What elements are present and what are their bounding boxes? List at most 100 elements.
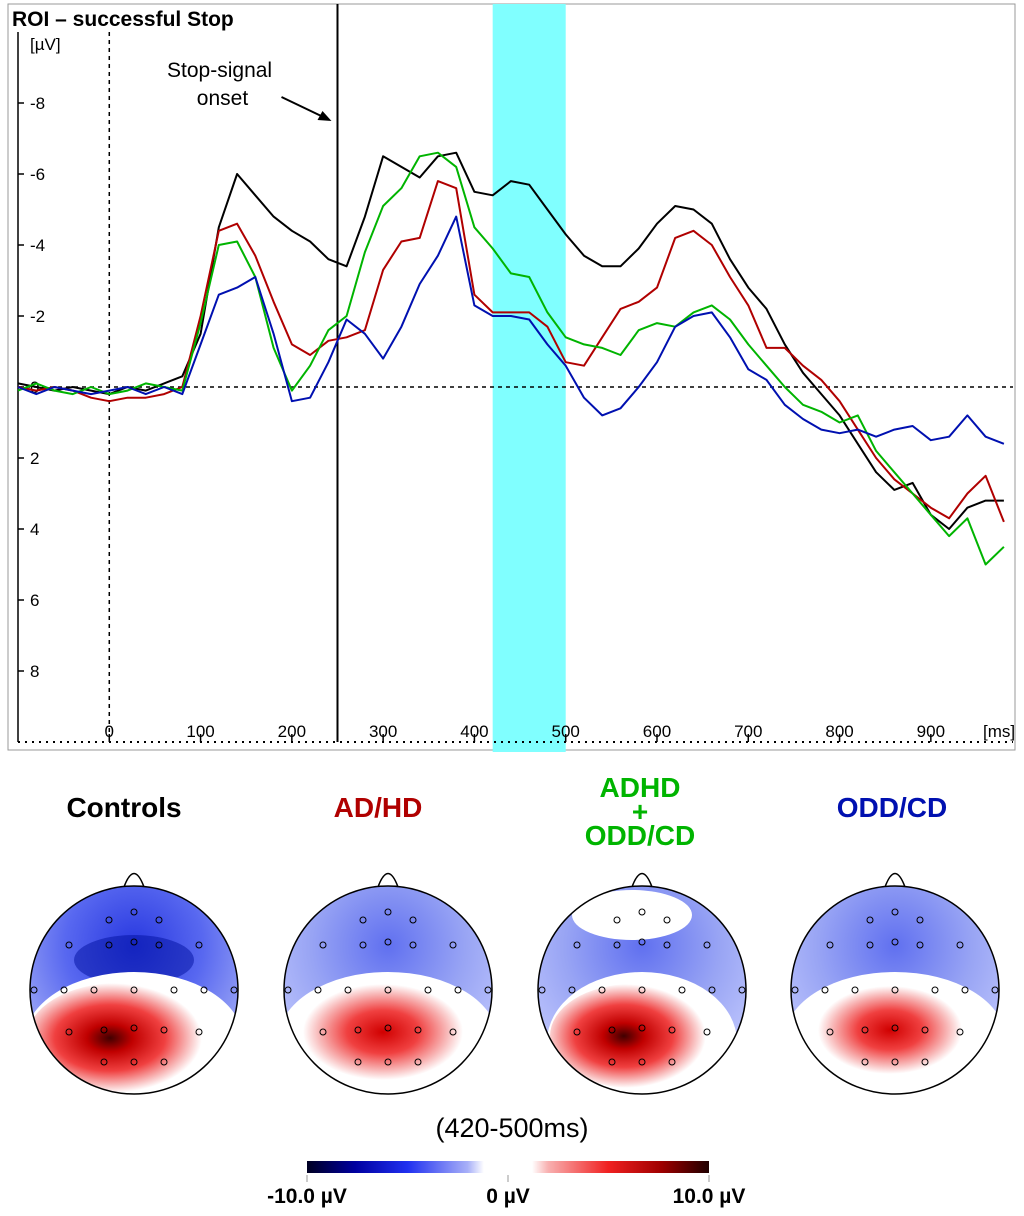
electrode — [130, 1058, 138, 1066]
chart-title: ROI – successful Stop — [12, 8, 234, 31]
topo-map — [283, 872, 493, 1095]
x-tick-label: 900 — [917, 722, 945, 741]
topo-map — [790, 872, 1000, 1095]
electrode — [384, 908, 392, 916]
electrode — [891, 1024, 899, 1032]
electrode — [60, 986, 68, 994]
electrode — [891, 1058, 899, 1066]
electrode — [384, 938, 392, 946]
electrode — [414, 1058, 422, 1066]
legend-entry: ADHD + ODD/CD — [584, 772, 696, 851]
electrode — [230, 986, 238, 994]
legend-entry: Controls — [66, 792, 182, 823]
electrode — [791, 986, 799, 994]
electrode — [638, 986, 646, 994]
electrode — [160, 1026, 168, 1034]
electrode — [344, 986, 352, 994]
y-tick-label: 8 — [30, 662, 39, 681]
electrode — [354, 1026, 362, 1034]
electrode — [105, 916, 113, 924]
electrode — [130, 1024, 138, 1032]
electrode — [703, 1028, 711, 1036]
y-tick-label: -6 — [30, 165, 45, 184]
electrode — [359, 941, 367, 949]
electrode — [105, 941, 113, 949]
electrode — [30, 986, 38, 994]
electrode — [961, 986, 969, 994]
x-tick-label: 600 — [643, 722, 671, 741]
colorbar — [307, 1161, 709, 1173]
electrode — [638, 1024, 646, 1032]
electrode — [851, 986, 859, 994]
electrode — [424, 986, 432, 994]
y-tick-label: -2 — [30, 307, 45, 326]
electrode — [921, 1026, 929, 1034]
y-tick-label: 6 — [30, 591, 39, 610]
electrode — [170, 986, 178, 994]
legend-entry: ODD/CD — [836, 792, 948, 823]
electrode — [130, 938, 138, 946]
electrode — [866, 916, 874, 924]
electrode — [638, 908, 646, 916]
electrode — [608, 1026, 616, 1034]
electrode — [608, 1058, 616, 1066]
annotation-arrowhead — [317, 111, 332, 121]
electrode — [200, 986, 208, 994]
electrode — [668, 1058, 676, 1066]
electrode — [409, 941, 417, 949]
electrode — [384, 1058, 392, 1066]
electrode — [284, 986, 292, 994]
annotation: Stop-signal onset — [167, 59, 278, 110]
electrode — [354, 1058, 362, 1066]
y-axis-label: [µV] — [30, 35, 61, 54]
electrode — [568, 986, 576, 994]
x-tick-label: 200 — [278, 722, 306, 741]
electrode — [861, 1026, 869, 1034]
electrode — [613, 941, 621, 949]
annotation-arrow — [281, 96, 328, 120]
electrode — [359, 916, 367, 924]
electrode — [826, 1028, 834, 1036]
electrode — [613, 916, 621, 924]
series-line — [17, 151, 1004, 530]
electrode — [454, 986, 462, 994]
electrode — [195, 1028, 203, 1036]
electrode — [538, 986, 546, 994]
electrode — [931, 986, 939, 994]
electrode — [195, 941, 203, 949]
electrode — [130, 986, 138, 994]
highlight-window — [492, 4, 566, 752]
topo-map — [537, 872, 747, 1095]
x-tick-label: 400 — [460, 722, 488, 741]
x-tick-label: 100 — [186, 722, 214, 741]
x-tick-label: 300 — [369, 722, 397, 741]
electrode — [573, 941, 581, 949]
electrode — [668, 1026, 676, 1034]
electrode — [991, 986, 999, 994]
electrode — [956, 941, 964, 949]
electrode — [319, 1028, 327, 1036]
electrode — [155, 916, 163, 924]
electrode — [703, 941, 711, 949]
colorbar-tick-label: 0 µV — [486, 1185, 530, 1208]
x-tick-label: 800 — [825, 722, 853, 741]
electrode — [738, 986, 746, 994]
y-tick-label: -8 — [30, 94, 45, 113]
y-tick-label: -4 — [30, 236, 45, 255]
electrode — [866, 941, 874, 949]
electrode — [891, 908, 899, 916]
electrode — [598, 986, 606, 994]
x-tick-label: 500 — [552, 722, 580, 741]
electrode — [414, 1026, 422, 1034]
topo-maps — [29, 872, 1000, 1095]
x-tick-label: 700 — [734, 722, 762, 741]
electrode — [891, 986, 899, 994]
electrode — [678, 986, 686, 994]
electrode — [638, 1058, 646, 1066]
electrode — [384, 1024, 392, 1032]
y-tick-label: 2 — [30, 449, 39, 468]
electrode — [921, 1058, 929, 1066]
electrode — [160, 1058, 168, 1066]
